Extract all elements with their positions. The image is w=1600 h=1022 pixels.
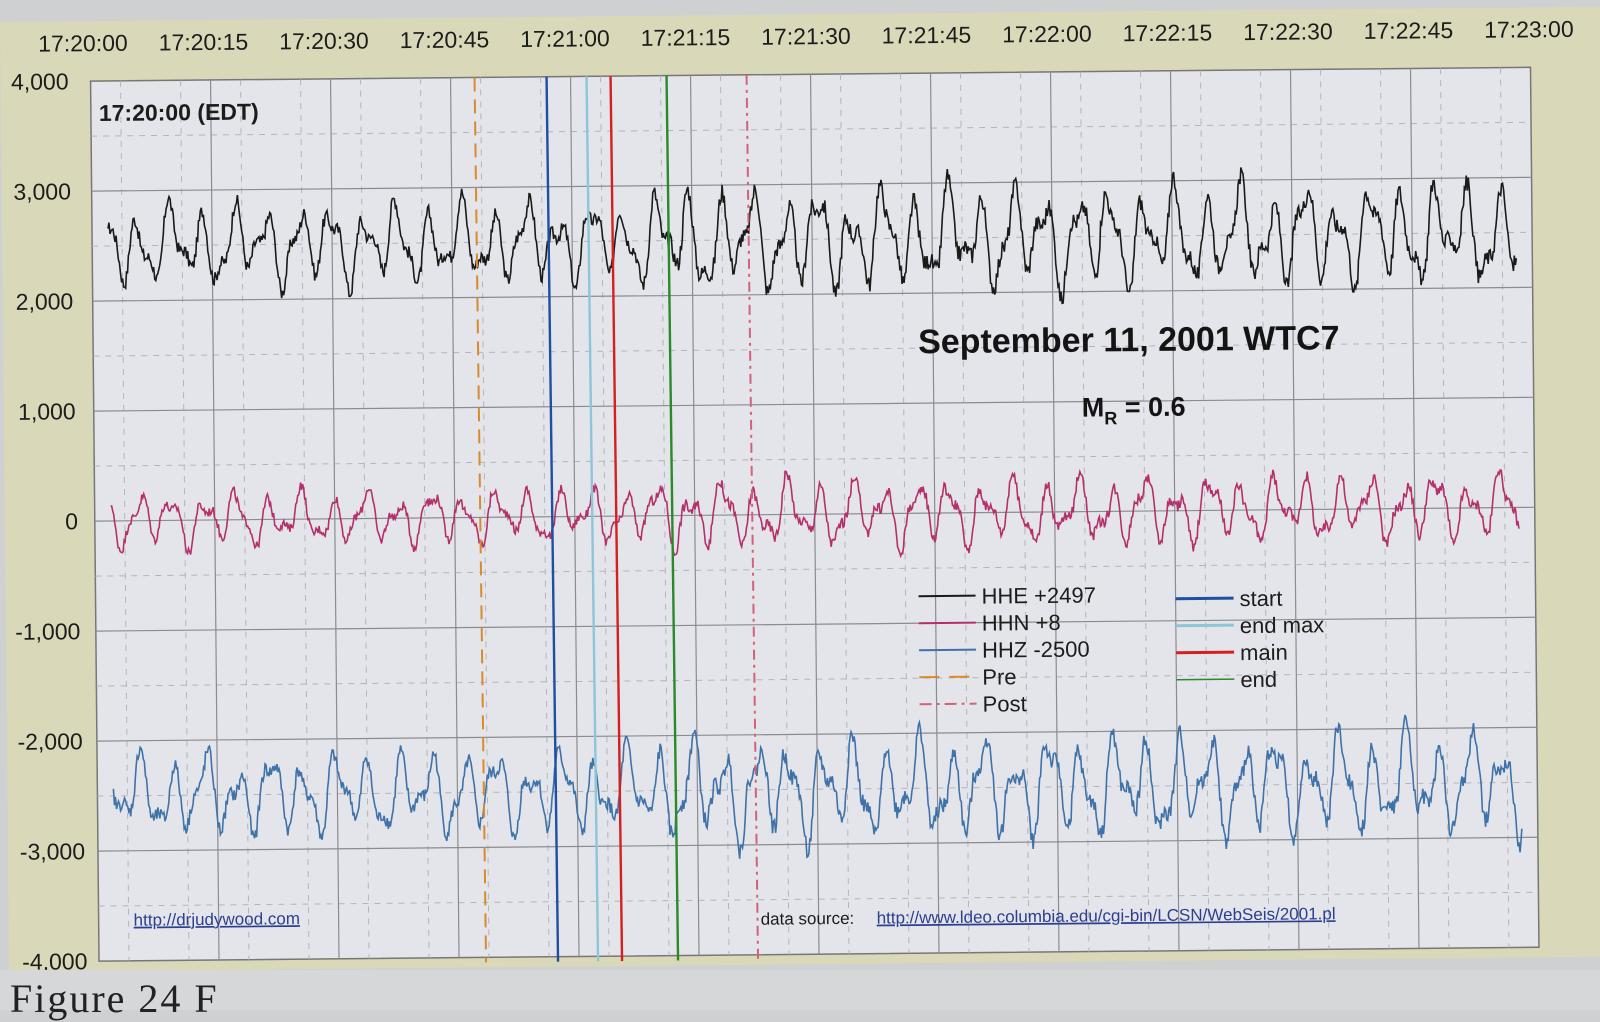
x-tick-label: 17:22:30 — [1243, 18, 1333, 45]
legend-item-label: HHE +2497 — [981, 583, 1096, 609]
waveform-hhz — [112, 714, 1523, 859]
y-tick-label: -1,000 — [15, 618, 80, 645]
x-tick-label: 17:21:30 — [761, 23, 851, 50]
y-tick-label: 3,000 — [13, 178, 71, 205]
legend-item-label: end max — [1240, 612, 1325, 638]
legend-item-label: start — [1239, 586, 1282, 611]
legend-item-label: HHZ -2500 — [982, 637, 1090, 663]
x-tick-label: 17:21:45 — [882, 22, 972, 49]
event-markers — [473, 74, 760, 963]
y-tick-label: -2,000 — [17, 728, 82, 755]
y-tick-label: -4,000 — [22, 948, 87, 972]
marker-Pre — [473, 77, 488, 963]
marker-end-max — [585, 76, 600, 962]
data-source-label: data source: — [761, 909, 855, 929]
x-tick-label: 17:20:30 — [279, 27, 369, 54]
x-tick-label: 17:21:00 — [520, 25, 610, 52]
y-tick-label: -3,000 — [20, 838, 85, 865]
waveform-hhe — [107, 167, 1518, 305]
marker-Post — [745, 74, 760, 960]
page-below — [0, 970, 1600, 1010]
marker-end — [665, 75, 680, 961]
y-tick-label: 1,000 — [18, 398, 76, 425]
waveform-hhn — [110, 468, 1520, 559]
x-tick-label: 17:22:00 — [1002, 21, 1092, 48]
data-source-link[interactable]: http://www.ldeo.columbia.edu/cgi-bin/LCS… — [877, 904, 1336, 927]
legend-item-label: HHN +8 — [982, 610, 1061, 636]
legend-item-label: Pre — [982, 664, 1016, 689]
y-axis-tick-labels: 4,000 3,000 2,000 1,000 0 -1,000 -2,000 -3,000 -… — [11, 68, 88, 972]
chart-frame: 17:20:00 17:20:15 17:20:30 17:20:45 17:21:00… — [0, 6, 1600, 972]
x-tick-label: 17:20:45 — [400, 26, 490, 53]
x-axis-tick-labels: 17:20:00 17:20:15 17:20:30 17:20:45 17:21:00… — [38, 16, 1574, 57]
y-tick-label: 2,000 — [16, 288, 74, 315]
x-tick-label: 17:22:15 — [1123, 19, 1213, 46]
waveform-series — [107, 167, 1523, 859]
x-tick-label: 17:20:15 — [159, 29, 249, 56]
x-tick-label: 17:20:00 — [38, 30, 128, 57]
start-time-label: 17:20:00 (EDT) — [99, 99, 259, 127]
x-tick-label: 17:22:45 — [1364, 17, 1454, 44]
chart-title: September 11, 2001 WTC7 — [918, 319, 1340, 361]
x-tick-label: 17:23:00 — [1484, 16, 1574, 43]
figure-caption-fragment: Figure 24 F — [10, 976, 219, 1021]
seismogram-chart: 17:20:00 17:20:15 17:20:30 17:20:45 17:21:00… — [11, 16, 1574, 972]
y-tick-label: 4,000 — [11, 68, 69, 95]
x-tick-label: 17:21:15 — [641, 24, 731, 51]
y-tick-label: 0 — [65, 508, 78, 534]
legend-item-label: main — [1240, 640, 1288, 665]
legend-item-label: end — [1240, 667, 1277, 692]
author-link[interactable]: http://drjudywood.com — [134, 909, 300, 930]
marker-main — [609, 76, 624, 962]
legend-item-label: Post — [982, 691, 1026, 716]
marker-start — [545, 76, 560, 962]
